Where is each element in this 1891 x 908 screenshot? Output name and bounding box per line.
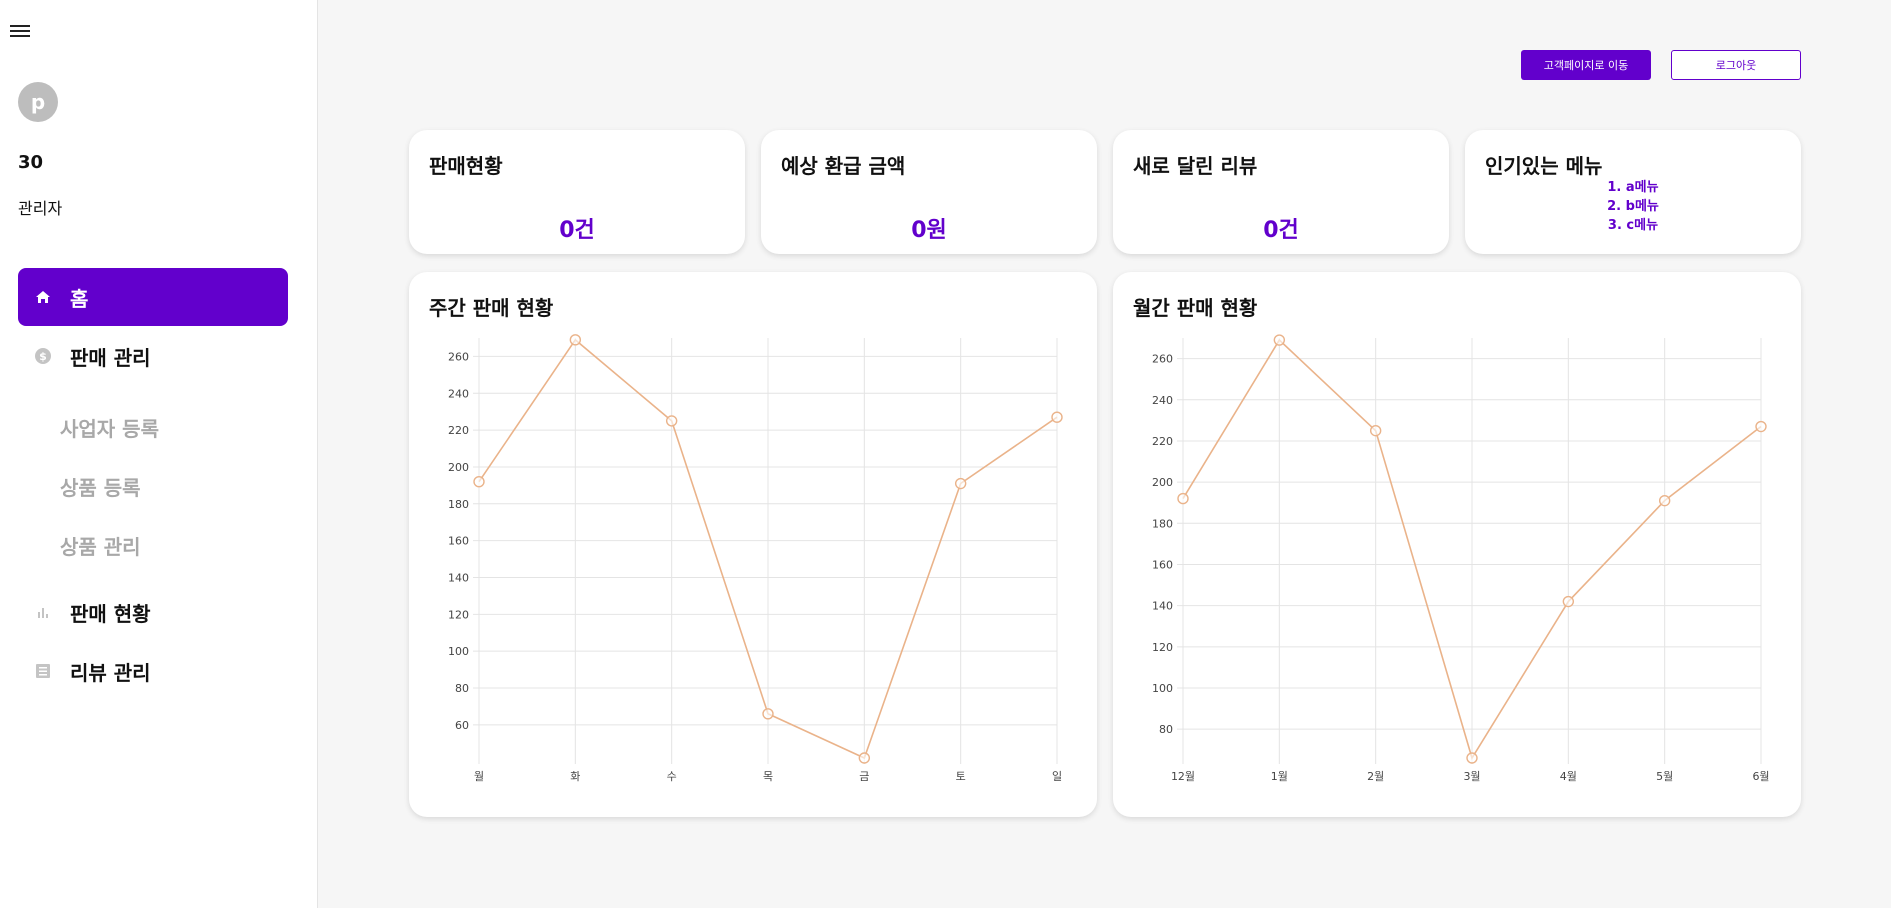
y-tick-label: 100 <box>448 645 469 658</box>
x-tick-label: 화 <box>570 770 580 783</box>
card-title: 새로 달린 리뷰 <box>1133 154 1258 178</box>
logout-button[interactable]: 로그아웃 <box>1671 50 1801 80</box>
bar-chart-icon <box>34 603 52 621</box>
x-tick-label: 목 <box>763 770 773 783</box>
x-tick-label: 6월 <box>1752 770 1769 783</box>
x-tick-label: 월 <box>474 770 484 783</box>
y-tick-label: 180 <box>448 498 469 511</box>
y-tick-label: 240 <box>448 387 469 400</box>
x-tick-label: 1월 <box>1271 770 1288 783</box>
y-tick-label: 60 <box>455 719 469 732</box>
data-point <box>762 708 774 720</box>
data-point <box>858 752 871 764</box>
x-tick-label: 12월 <box>1171 770 1195 783</box>
y-tick-label: 120 <box>1152 641 1173 654</box>
x-tick-label: 2월 <box>1367 770 1384 783</box>
y-tick-label: 220 <box>1152 435 1173 448</box>
card-title: 인기있는 메뉴 <box>1485 154 1603 178</box>
data-point <box>569 334 582 346</box>
sidebar-subitem-product-management[interactable]: 상품 관리 <box>60 535 141 559</box>
new-reviews-value: 0건 <box>1263 218 1299 243</box>
list-item: 2. b메뉴 <box>1607 199 1659 214</box>
x-tick-label: 4월 <box>1560 770 1577 783</box>
sales-status-card: 판매현황 0건 <box>409 130 745 254</box>
weekly-sales-card: 주간 판매 현황 월 화 수 목 금 토 일 60 80 100 120 140 160 180 200 22… <box>409 272 1097 817</box>
y-tick-label: 80 <box>455 682 469 695</box>
svg-text:$: $ <box>39 350 47 363</box>
sidebar: p 30 관리자 홈 $ 판매 관리 사업자 등록 상품 등록 상품 관리 판매… <box>0 0 318 908</box>
customer-page-button[interactable]: 고객페이지로 이동 <box>1521 50 1651 80</box>
refund-amount-value: 0원 <box>911 218 947 243</box>
y-tick-label: 240 <box>1152 394 1173 407</box>
new-reviews-card: 새로 달린 리뷰 0건 <box>1113 130 1449 254</box>
x-tick-label: 토 <box>956 770 966 783</box>
sidebar-item-sales-status[interactable]: 판매 현황 <box>18 583 288 641</box>
y-tick-label: 180 <box>1152 517 1173 530</box>
y-tick-label: 220 <box>448 424 469 437</box>
sidebar-item-review-management[interactable]: 리뷰 관리 <box>18 642 288 700</box>
list-icon <box>34 662 52 680</box>
sidebar-item-sales-management[interactable]: $ 판매 관리 <box>18 327 288 385</box>
data-point <box>1466 752 1478 764</box>
card-title: 판매현황 <box>429 154 503 178</box>
y-tick-label: 200 <box>448 461 469 474</box>
refund-amount-card: 예상 환급 금액 0원 <box>761 130 1097 254</box>
y-tick-label: 260 <box>448 350 469 363</box>
sales-count-value: 0건 <box>559 218 595 243</box>
hamburger-menu-icon[interactable] <box>10 22 30 38</box>
sidebar-subitem-business-registration[interactable]: 사업자 등록 <box>60 417 159 441</box>
list-item: 1. a메뉴 <box>1607 180 1659 195</box>
sidebar-item-label: 홈 <box>70 286 89 311</box>
y-tick-label: 80 <box>1159 723 1173 736</box>
y-tick-label: 140 <box>448 571 469 584</box>
x-tick-label: 수 <box>667 770 677 783</box>
list-item: 3. c메뉴 <box>1607 218 1659 233</box>
sidebar-item-label: 판매 관리 <box>70 345 151 370</box>
sidebar-item-label: 리뷰 관리 <box>70 660 151 685</box>
avatar[interactable]: p <box>18 82 58 122</box>
user-role: 관리자 <box>18 199 63 218</box>
data-point <box>473 475 485 488</box>
y-tick-label: 200 <box>1152 476 1173 489</box>
sidebar-subitem-product-registration[interactable]: 상품 등록 <box>60 476 141 500</box>
x-tick-label: 5월 <box>1656 770 1673 783</box>
popular-menu-list: 1. a메뉴 2. b메뉴 3. c메뉴 <box>1465 178 1801 235</box>
popular-menu-card: 인기있는 메뉴 1. a메뉴 2. b메뉴 3. c메뉴 <box>1465 130 1801 254</box>
data-point <box>954 477 967 490</box>
x-tick-label: 3월 <box>1463 770 1480 783</box>
y-tick-label: 120 <box>448 608 469 621</box>
chart-title: 월간 판매 현황 <box>1133 296 1258 320</box>
data-point <box>665 415 678 427</box>
data-point <box>1755 420 1767 433</box>
data-point <box>1658 494 1671 507</box>
x-tick-label: 금 <box>859 770 869 783</box>
monthly-sales-chart: 12월 1월 2월 3월 4월 5월 6월 80 100 120 140 160 180 200 220 24… <box>1152 334 1770 783</box>
y-tick-label: 160 <box>448 535 469 548</box>
monthly-sales-card: 월간 판매 현황 12월 1월 2월 3월 4월 5월 6월 80 100 120 140 160 18… <box>1113 272 1801 817</box>
y-tick-label: 100 <box>1152 682 1173 695</box>
y-tick-label: 140 <box>1152 600 1173 613</box>
data-point <box>1051 411 1063 423</box>
card-title: 예상 환급 금액 <box>781 154 906 178</box>
y-tick-label: 160 <box>1152 558 1173 571</box>
home-icon <box>34 288 52 306</box>
dollar-icon: $ <box>34 347 52 365</box>
data-point <box>1369 424 1382 437</box>
x-tick-label: 일 <box>1052 769 1062 783</box>
sidebar-item-home[interactable]: 홈 <box>18 268 288 326</box>
data-point <box>1562 595 1575 608</box>
data-point <box>1177 492 1189 505</box>
user-number: 30 <box>18 152 44 173</box>
sidebar-item-label: 판매 현황 <box>70 601 151 626</box>
data-point <box>1273 334 1286 346</box>
chart-title: 주간 판매 현황 <box>429 296 554 320</box>
y-tick-label: 260 <box>1152 353 1173 366</box>
weekly-sales-chart: 월 화 수 목 금 토 일 60 80 100 120 140 160 180 200 220 240 260 <box>448 334 1063 783</box>
